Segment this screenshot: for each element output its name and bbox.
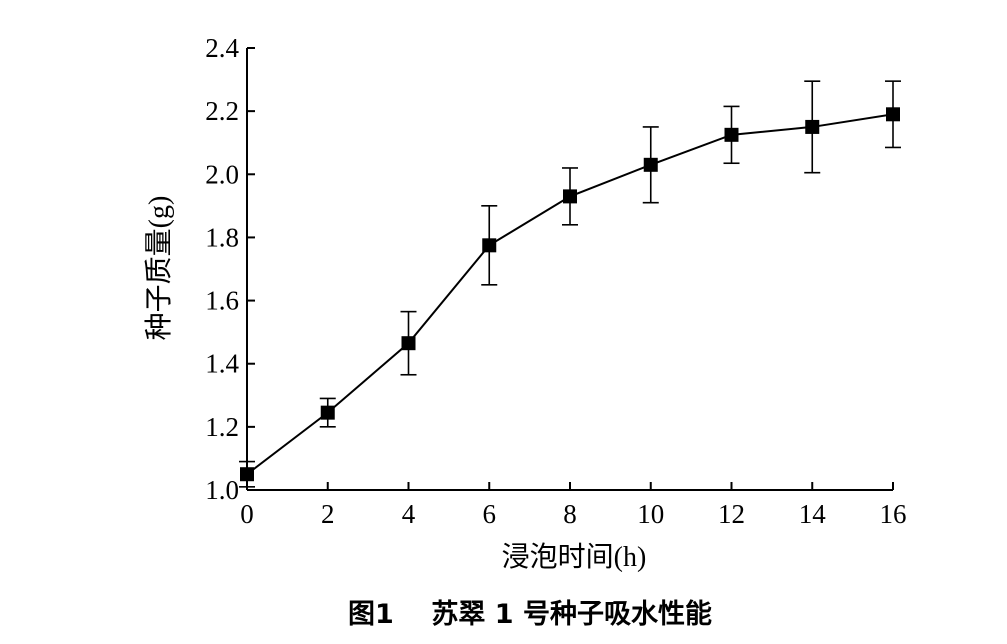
data-point <box>240 467 254 482</box>
data-point <box>886 107 900 122</box>
data-point <box>401 336 416 351</box>
data-point <box>724 127 739 142</box>
data-point <box>482 238 497 253</box>
x-axis-title: 浸泡时间(h) <box>502 541 647 573</box>
x-tick-label: 6 <box>483 499 497 529</box>
x-tick-label: 12 <box>718 499 745 529</box>
x-tick-label: 2 <box>321 499 335 529</box>
figure-caption: 图1 苏翠 1 号种子吸水性能 <box>348 598 712 630</box>
x-axis-ticks: 0 2 4 6 8 10 12 14 16 <box>240 482 907 529</box>
y-tick-label: 1.2 <box>205 412 239 442</box>
x-tick-label: 8 <box>563 499 577 529</box>
data-point <box>320 405 335 420</box>
y-tick-label: 2.0 <box>205 159 239 189</box>
x-tick-label: 4 <box>402 499 416 529</box>
data-points <box>240 107 900 482</box>
y-axis-ticks: 1.0 1.2 1.4 1.6 1.8 2.0 2.2 2.4 <box>205 33 255 505</box>
y-tick-label: 2.4 <box>205 33 239 63</box>
data-point <box>643 157 658 172</box>
error-bars <box>239 80 901 488</box>
y-tick-label: 1.8 <box>205 222 239 252</box>
y-axis-title: 种子质量(g) <box>143 196 175 341</box>
data-point <box>805 119 820 134</box>
x-tick-label: 10 <box>637 499 664 529</box>
y-tick-label: 1.0 <box>205 475 239 505</box>
y-tick-label: 2.2 <box>205 96 239 126</box>
x-tick-label: 16 <box>880 499 907 529</box>
data-point <box>563 189 577 204</box>
x-tick-label: 14 <box>799 499 827 529</box>
y-tick-label: 1.6 <box>205 286 239 316</box>
x-tick-label: 0 <box>240 499 254 529</box>
y-tick-label: 1.4 <box>205 349 239 379</box>
